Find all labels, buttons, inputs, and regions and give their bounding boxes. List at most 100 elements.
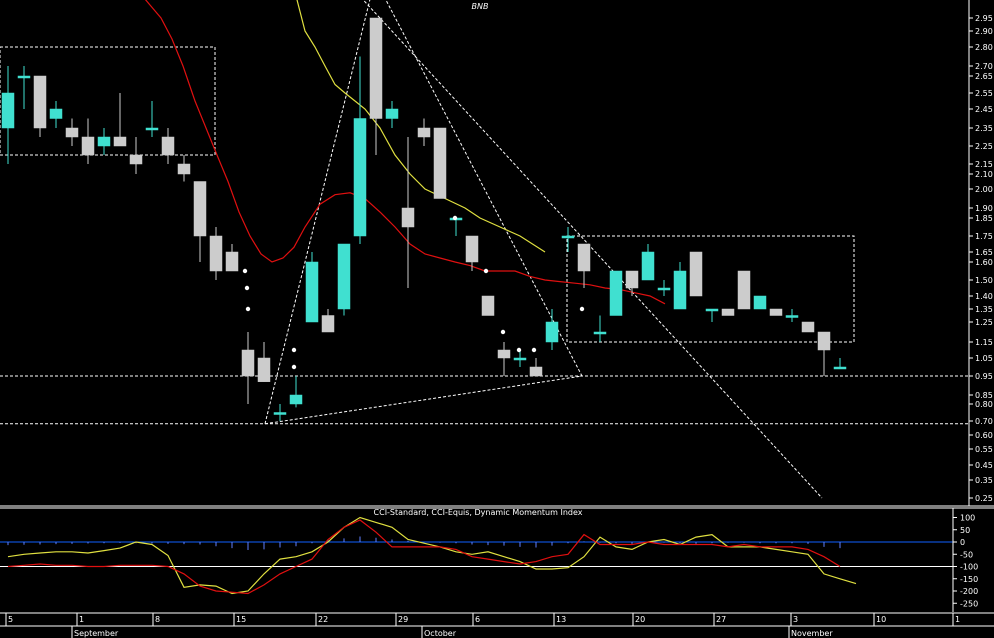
horizontal-levels [0,375,969,425]
month-labels: September October November [71,626,833,638]
date-axis-tick-label: 1 [955,615,960,624]
price-axis-tick-label: 2.00 [975,185,993,194]
price-axis-tick-label: 1.90 [975,204,993,213]
candle-body [545,321,559,343]
indicator-series-line [7,516,857,595]
candle-body [433,127,447,199]
candle-body [401,207,415,228]
month-label: October [424,629,457,638]
candle-body [529,366,543,377]
range-box [0,46,216,156]
date-axis-tick-label: 15 [236,615,246,624]
candle-body [721,308,735,316]
price-axis-tick-label: 1.05 [975,354,993,363]
date-axis-tick-label: 29 [398,615,408,624]
date-axis-ticks: 5 1 8 15 22 29 6 13 20 27 3 10 1 [5,613,960,626]
indicator-title: CCI-Standard, CCI-Equis, Dynamic Momentu… [374,508,583,517]
signal-dot [242,268,248,274]
date-axis-tick-label: 3 [793,615,798,624]
price-axis-tick-label: 2.90 [975,27,993,36]
candle-body [737,270,751,310]
price-axis-tick-label: 2.35 [975,124,993,133]
candle-body [49,108,63,119]
price-axis-tick-label: 1.40 [975,292,993,301]
trend-line [264,0,371,424]
candle-body [17,75,31,79]
ma-fast-line [144,0,666,305]
candle-body [657,287,671,291]
candle-body [625,270,639,289]
candle-body [705,308,719,312]
price-axis-tick-label: 1.15 [975,338,993,347]
signal-dots [242,215,585,370]
candle-body [465,235,479,263]
price-axis-tick-label: 0.35 [975,476,993,485]
candle-body [113,136,127,147]
date-axis-tick-label: 22 [318,615,328,624]
candle-body [497,349,511,359]
price-axis-tick-label: 0.70 [975,417,993,426]
date-axis-tick-label: 1 [79,615,84,624]
price-axis-tick-label: 1.25 [975,318,993,327]
candle-body [305,261,319,323]
price-axis-tick-label: 1.35 [975,305,993,314]
candle-body [513,357,527,361]
price-axis-tick-label: 0.55 [975,445,993,454]
candle-body [801,321,815,333]
candle-body [593,331,607,335]
date-axis-tick-label: 5 [8,615,13,624]
candle-body [689,251,703,297]
date-axis-tick-label: 13 [556,615,566,624]
range-boxes [0,46,855,343]
price-axis-tick-label: 2.55 [975,89,993,98]
indicator-reference-lines [0,541,953,567]
indicator-series-line [7,519,841,595]
candle-body [353,118,367,237]
candle-body [289,394,303,405]
candle-body [337,243,351,310]
signal-dot [291,347,297,353]
indicator-axis-tick-label: -100 [960,563,978,572]
indicator-series [7,516,857,595]
candle-body [97,136,111,147]
candle-body [673,270,687,310]
candle-body [241,349,255,377]
candle-body [609,270,623,316]
price-axis-tick-label: 2.70 [975,62,993,71]
candle-body [785,315,799,318]
price-axis-tick-label: 2.15 [975,160,993,169]
price-axis-tick-label: 2.10 [975,170,993,179]
price-axis-tick-label: 0.85 [975,391,993,400]
candle-body [481,295,495,316]
indicator-axis-tick-label: -150 [960,575,978,584]
price-axis-tick-label: 2.45 [975,105,993,114]
candle-body [753,295,767,310]
price-axis-tick-label: 1.75 [975,232,993,241]
candle-body [369,17,383,119]
candle-body [33,75,47,129]
price-panel: BNB [0,0,969,499]
price-axis-tick-label: 1.65 [975,248,993,257]
range-box [566,235,855,343]
candle-body [225,251,239,272]
price-axis-tick-label: 1.50 [975,276,993,285]
signal-dot [245,306,251,312]
date-axis-tick-label: 27 [716,615,726,624]
indicator-axis-tick-label: -250 [960,599,978,608]
candle-body [161,136,175,156]
price-axis-tick-label: 0.80 [975,400,993,409]
price-axis-tick-label: 1.60 [975,258,993,267]
candle-body [817,331,831,351]
candles [1,17,847,421]
signal-dot [500,329,506,335]
indicator-axis-tick-label: 0 [960,538,965,547]
trend-line [264,375,583,425]
price-axis-tick-label: 2.65 [975,72,993,81]
price-axis-tick-label: 0.45 [975,461,993,470]
date-axis-tick-label: 10 [876,615,886,624]
price-axis-tick-label: 2.95 [975,14,993,23]
candle-body [209,235,223,272]
indicator-axis-tick-label: -50 [960,550,973,559]
trend-lines [264,0,823,499]
indicator-panel: CCI-Standard, CCI-Equis, Dynamic Momentu… [0,508,953,595]
